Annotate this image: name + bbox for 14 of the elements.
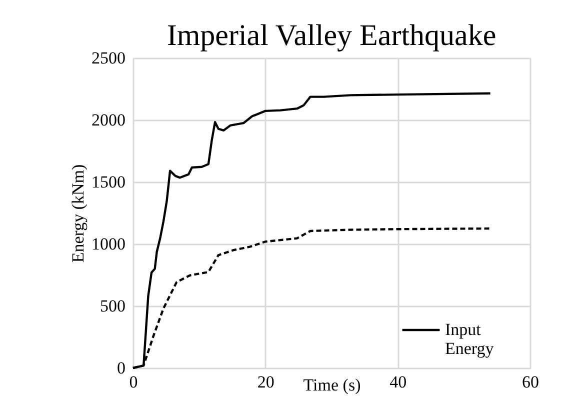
legend-label: Input Energy <box>445 320 494 358</box>
y-tick-label: 0 <box>117 358 126 378</box>
x-axis-title: Time (s) <box>303 376 361 394</box>
x-tick-label: 0 <box>129 372 138 392</box>
y-tick-label: 1500 <box>92 172 126 192</box>
y-axis-title: Energy (kNm) <box>68 164 88 263</box>
y-tick-label: 2500 <box>92 48 126 68</box>
x-tick-label: 20 <box>257 372 274 392</box>
y-tick-label: 500 <box>100 296 126 316</box>
x-tick-label: 60 <box>522 372 539 392</box>
chart-title: Imperial Valley Earthquake <box>166 19 496 52</box>
x-tick-label: 40 <box>390 372 407 392</box>
y-tick-label: 2000 <box>92 110 126 130</box>
y-tick-label: 1000 <box>92 234 126 254</box>
